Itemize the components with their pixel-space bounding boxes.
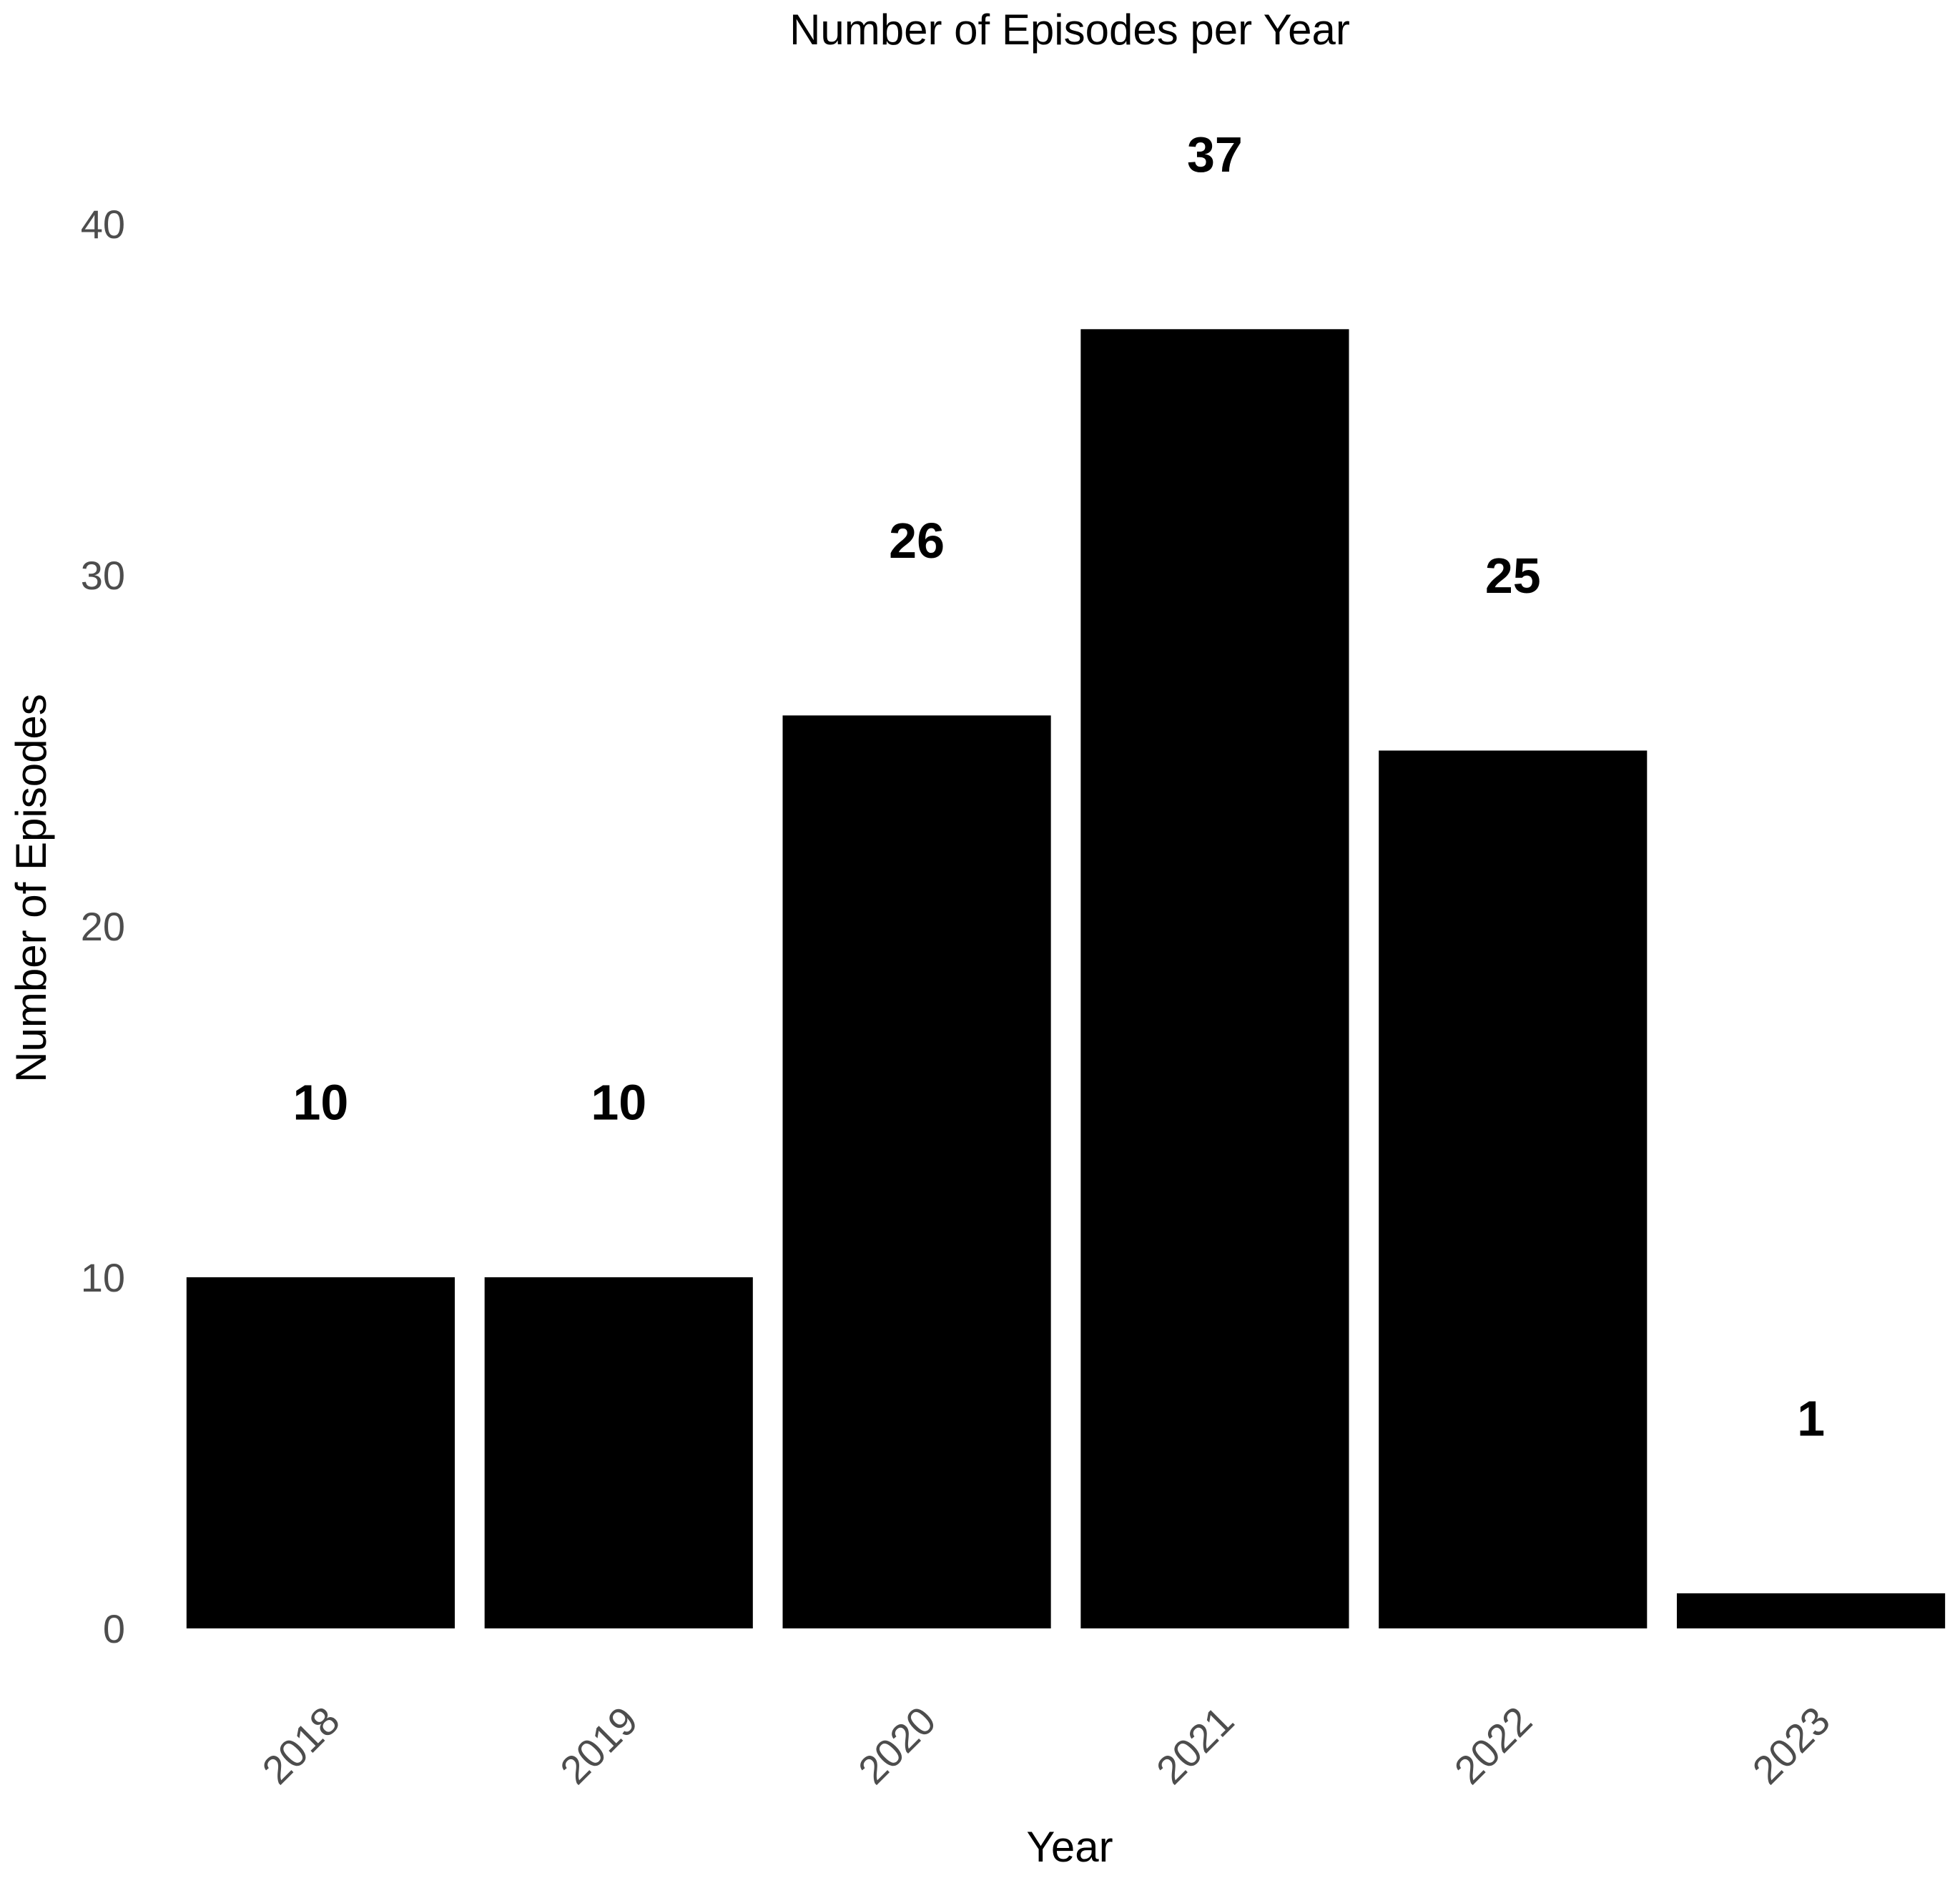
bar-2023: [1677, 1593, 1946, 1628]
x-tick-label-2021: 2021: [1148, 1698, 1243, 1793]
data-label-2020: 26: [889, 513, 945, 569]
bar-2019: [484, 1277, 753, 1628]
y-tick-label: 40: [81, 202, 125, 247]
x-tick-label-2018: 2018: [253, 1698, 348, 1793]
x-tick-label-2023: 2023: [1743, 1698, 1838, 1793]
bar-2021: [1080, 329, 1349, 1628]
data-label-2021: 37: [1187, 127, 1243, 182]
x-axis-ticks: 2018 2019 2020 2021 2022 2023: [253, 1698, 1838, 1793]
y-tick-label: 30: [81, 553, 125, 598]
y-tick-label: 0: [103, 1606, 125, 1651]
y-axis-ticks: 0 10 20 30 40: [81, 202, 125, 1651]
bar-2018: [186, 1277, 455, 1628]
bar-2022: [1379, 750, 1648, 1628]
data-labels-group: 10 10 26 37 25 1: [292, 127, 1825, 1447]
chart-title: Number of Episodes per Year: [789, 6, 1350, 54]
x-axis-title: Year: [1026, 1823, 1113, 1871]
y-tick-label: 20: [81, 904, 125, 949]
data-label-2023: 1: [1797, 1390, 1825, 1446]
data-label-2022: 25: [1485, 548, 1541, 604]
x-tick-label-2022: 2022: [1446, 1698, 1541, 1793]
data-label-2019: 10: [591, 1075, 646, 1131]
y-tick-label: 10: [81, 1255, 125, 1300]
x-tick-label-2020: 2020: [850, 1698, 945, 1793]
y-axis-title: Number of Episodes: [7, 694, 55, 1083]
x-tick-label-2019: 2019: [551, 1698, 646, 1793]
bars-group: [186, 329, 1946, 1628]
data-label-2018: 10: [292, 1075, 348, 1131]
bar-2020: [782, 715, 1051, 1628]
